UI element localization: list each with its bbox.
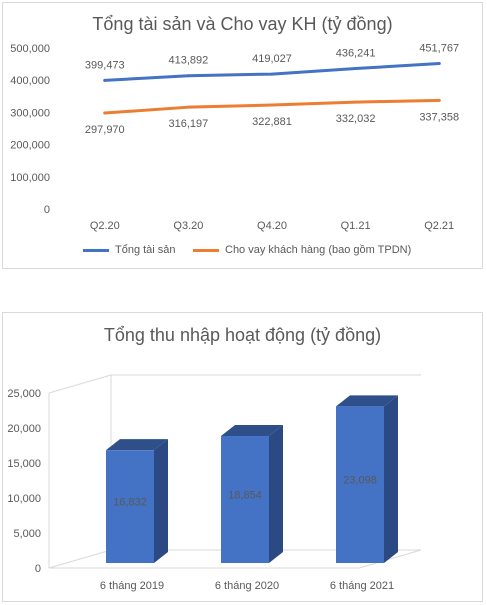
data-label: 419,027: [252, 53, 292, 65]
data-label: 332,032: [336, 113, 376, 125]
x-tick-label: 6 tháng 2020: [215, 580, 279, 592]
data-point: [186, 74, 190, 78]
y-tick-label: 0: [44, 204, 50, 216]
data-label: 322,881: [252, 116, 292, 128]
line-chart-svg: 0 100,000 200,000 300,000 400,000 500,000 Q2.2…: [10, 43, 459, 232]
bar: [221, 436, 269, 563]
y-tick-label: 10,000: [7, 493, 41, 505]
data-point: [103, 78, 107, 82]
data-label: 23,098: [343, 475, 377, 487]
bar-chart-panel: Tổng thu nhập hoạt động (tỷ đồng) 0 5,000…: [2, 312, 483, 602]
x-tick-label: Q3.20: [173, 220, 203, 232]
y-tick-label: 100,000: [10, 172, 50, 184]
floor-depth-line: [48, 549, 112, 569]
series-line-1: [103, 98, 441, 115]
data-point: [437, 62, 441, 66]
x-tick-label: Q4.20: [257, 220, 287, 232]
data-point: [354, 100, 358, 104]
bar-top-face: [336, 395, 398, 407]
line-chart-panel: Tổng tài sản và Cho vay KH (tỷ đồng) 0 10…: [2, 2, 483, 269]
bar-side-face: [384, 395, 398, 563]
bar-chart-title: Tổng thu nhập hoạt động (tỷ đồng): [103, 325, 382, 345]
data-point: [354, 67, 358, 71]
data-label: 297,970: [85, 124, 125, 136]
data-point: [437, 98, 441, 102]
legend-swatch-total-assets: [83, 248, 109, 252]
data-point: [270, 72, 274, 76]
y-tick-label: 25,000: [7, 388, 41, 400]
data-point: [103, 111, 107, 115]
y-tick-label: 15,000: [7, 458, 41, 470]
x-tick-label: 6 tháng 2021: [330, 580, 394, 592]
y-tick-label: 20,000: [7, 423, 41, 435]
x-tick-label: Q1.21: [341, 220, 371, 232]
legend-label-total-assets: Tổng tài sản: [115, 244, 176, 256]
y-tick-label: 400,000: [10, 75, 50, 87]
y-tick-label: 0: [35, 563, 41, 575]
y-tick-label: 5,000: [13, 528, 41, 540]
x-tick-label: 6 tháng 2019: [100, 580, 164, 592]
y-tick-label: 500,000: [10, 43, 50, 55]
floor-right-line: [358, 549, 422, 569]
line-chart-title: Tổng tài sản và Cho vay KH (tỷ đồng): [92, 14, 393, 34]
x-tick-label: Q2.20: [90, 220, 120, 232]
y-tick-label: 200,000: [10, 140, 50, 152]
legend-item-total-assets: Tổng tài sản: [83, 244, 176, 256]
bar-chart-svg: 0 5,000 10,000 15,000 20,000 25,000 16,832 18,8…: [7, 374, 422, 592]
data-label: 399,473: [85, 59, 125, 71]
data-label: 337,358: [419, 111, 459, 123]
data-label: 451,767: [419, 43, 459, 55]
bar-top-face: [221, 425, 283, 437]
series-line-0: [103, 62, 441, 82]
data-point: [186, 105, 190, 109]
legend-swatch-customer-loans: [193, 248, 219, 252]
x-tick-label: Q2.21: [424, 220, 454, 232]
legend-label-customer-loans: Cho vay khách hàng (bao gồm TPDN): [225, 244, 412, 256]
data-label: 436,241: [336, 48, 376, 60]
bar-side-face: [154, 439, 168, 563]
bar: [106, 450, 154, 563]
data-label: 316,197: [169, 118, 209, 130]
legend-item-customer-loans: Cho vay khách hàng (bao gồm TPDN): [193, 244, 411, 256]
bar: [336, 406, 384, 563]
data-point: [270, 103, 274, 107]
bar-top-face: [106, 439, 168, 451]
data-label: 16,832: [113, 497, 147, 509]
data-label: 413,892: [169, 55, 209, 67]
data-label: 18,854: [228, 490, 262, 502]
y-tick-label: 300,000: [10, 107, 50, 119]
top-depth-line: [48, 374, 112, 394]
bar-side-face: [269, 425, 283, 563]
